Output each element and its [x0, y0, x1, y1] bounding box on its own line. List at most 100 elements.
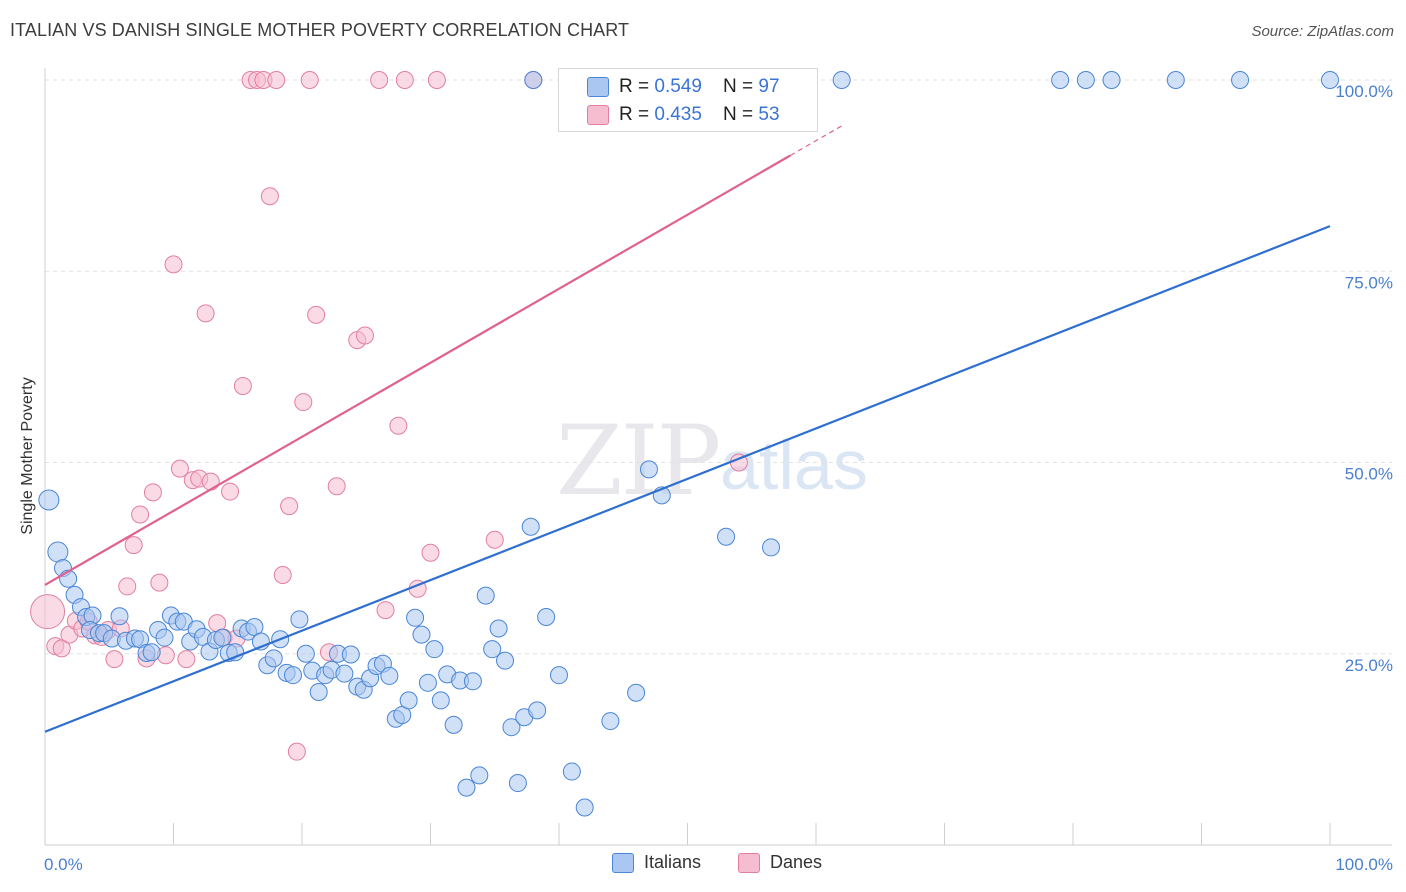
data-point-italians — [341, 645, 360, 664]
data-point-danes — [280, 497, 299, 516]
data-point-danes — [376, 601, 395, 620]
data-point-italians — [489, 619, 508, 638]
data-point-danes — [118, 577, 137, 596]
data-point-danes — [355, 326, 374, 345]
data-point-danes — [370, 71, 389, 89]
data-point-italians — [832, 71, 851, 89]
data-point-danes — [273, 565, 292, 584]
data-point-danes — [233, 377, 252, 395]
data-point-italians — [627, 683, 646, 702]
data-point-italians — [142, 643, 161, 662]
danes-n-value: 53 — [758, 104, 780, 125]
series-legend: Italians Danes — [0, 852, 1406, 878]
grid-lines — [45, 79, 1392, 655]
data-point-italians — [1076, 71, 1095, 89]
data-point-danes — [267, 71, 286, 89]
data-point-danes — [131, 505, 150, 524]
data-point-italians — [296, 644, 315, 663]
legend-item-danes[interactable]: Danes — [738, 852, 822, 873]
legend-item-italians[interactable]: Italians — [612, 852, 701, 873]
y-axis-label: Single Mother Poverty — [19, 377, 36, 535]
y-tick-label: 25.0% — [1345, 656, 1393, 675]
data-point-italians — [537, 608, 556, 627]
data-point-italians — [502, 718, 521, 737]
data-point-danes — [30, 594, 66, 630]
source-credit: Source: ZipAtlas.com — [1251, 23, 1394, 40]
stats-legend: R = 0.549 N = 97 R = 0.435 N = 53 — [558, 68, 818, 132]
data-point-italians — [717, 527, 736, 546]
data-point-italians — [412, 625, 431, 644]
italians-r-value: 0.549 — [654, 76, 702, 97]
data-point-italians — [508, 774, 527, 793]
data-point-danes — [105, 650, 124, 669]
x-tick-label-min: 0.0% — [44, 855, 83, 874]
y-tick-label: 75.0% — [1345, 273, 1393, 292]
data-point-italians — [762, 538, 781, 557]
y-tick-label: 100.0% — [1335, 82, 1393, 101]
italians-n-label: N = — [723, 76, 759, 97]
danes-points — [30, 71, 748, 761]
trend-line-danes — [44, 154, 791, 586]
data-point-danes — [294, 393, 313, 412]
data-point-danes — [395, 71, 414, 89]
data-point-italians — [470, 766, 489, 785]
italians-n-value: 97 — [758, 76, 780, 97]
data-point-italians — [521, 517, 540, 536]
data-point-danes — [389, 416, 408, 435]
data-point-italians — [550, 666, 568, 685]
data-point-italians — [1051, 71, 1070, 89]
data-point-italians — [457, 778, 476, 797]
data-point-italians — [562, 762, 581, 781]
italians-legend-swatch — [612, 852, 634, 873]
data-point-italians — [155, 628, 174, 647]
trend-line-danes-extension — [790, 125, 842, 157]
data-point-italians — [47, 541, 69, 563]
data-point-italians — [639, 460, 658, 479]
data-point-italians — [444, 715, 463, 734]
trend-line-italians — [44, 225, 1331, 733]
danes-r-label: R = — [619, 104, 655, 125]
data-point-italians — [524, 71, 543, 89]
tick-labels: 25.0% 50.0% 75.0% 100.0% 0.0% 100.0% — [44, 82, 1393, 874]
data-point-italians — [575, 798, 594, 817]
danes-r-value: 0.435 — [654, 104, 702, 125]
data-point-italians — [496, 651, 515, 670]
data-point-danes — [287, 742, 306, 761]
data-point-italians — [601, 712, 620, 731]
danes-legend-swatch — [738, 852, 760, 873]
data-point-danes — [201, 472, 220, 491]
data-point-danes — [164, 255, 183, 274]
data-point-italians — [284, 666, 303, 685]
data-point-italians — [38, 489, 60, 511]
italians-r-label: R = — [619, 76, 655, 97]
data-point-italians — [380, 666, 399, 685]
data-point-italians — [213, 628, 232, 647]
data-point-italians — [264, 649, 283, 668]
y-tick-label: 50.0% — [1345, 465, 1393, 484]
italians-points — [38, 71, 1339, 817]
chart-title: ITALIAN VS DANISH SINGLE MOTHER POVERTY … — [10, 20, 630, 40]
data-point-danes — [421, 543, 440, 562]
data-point-danes — [221, 482, 240, 501]
data-point-danes — [427, 71, 446, 89]
data-point-italians — [406, 608, 425, 627]
danes-swatch — [587, 105, 609, 125]
data-point-danes — [143, 483, 162, 502]
data-point-italians — [528, 701, 547, 720]
axes — [44, 68, 1392, 846]
data-point-danes — [124, 536, 143, 555]
data-point-italians — [1321, 71, 1339, 89]
data-point-italians — [476, 586, 495, 605]
italians-swatch — [587, 77, 609, 97]
data-point-italians — [335, 664, 354, 683]
data-point-danes — [260, 187, 279, 206]
data-point-italians — [1231, 71, 1250, 89]
data-point-italians — [463, 672, 482, 691]
data-point-danes — [327, 477, 346, 496]
trend-lines — [44, 125, 1331, 733]
data-point-danes — [196, 304, 215, 323]
data-point-italians — [425, 640, 444, 659]
data-point-italians — [431, 691, 450, 710]
data-point-italians — [399, 691, 418, 710]
